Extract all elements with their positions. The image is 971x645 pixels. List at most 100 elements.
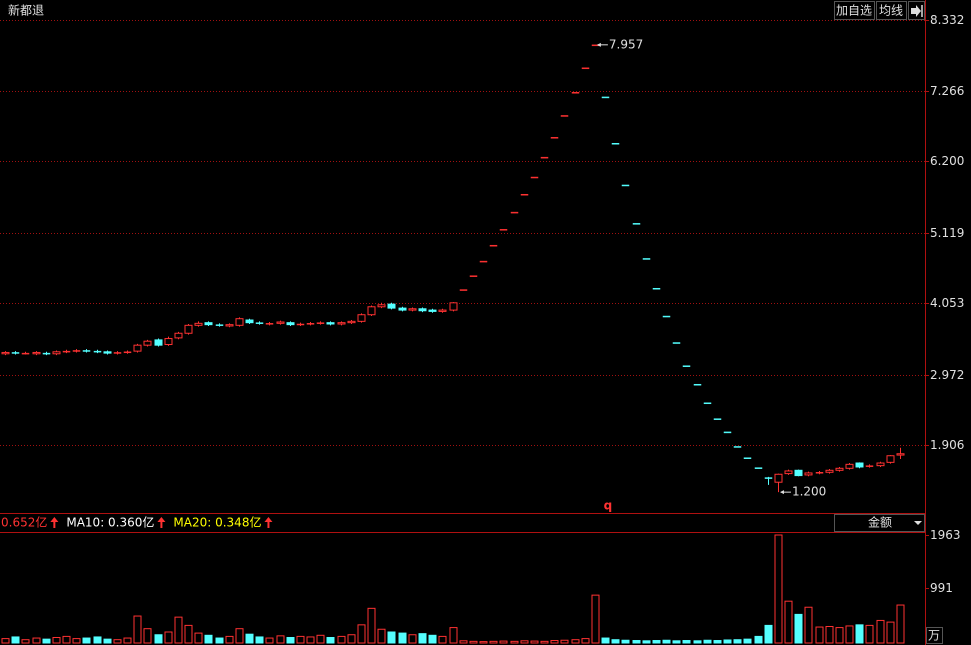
candle-body [804,472,813,476]
volume-bar [886,621,895,644]
volume-bar [42,638,51,644]
volume-bar [764,624,773,644]
volume-bar [184,624,193,644]
volume-bar [621,639,630,644]
candle-body [672,342,681,344]
volume-bar [194,632,203,644]
volume-bar [133,615,142,644]
volume-bar [703,639,712,644]
volume-bar [103,638,112,644]
volume-bar [591,594,600,644]
candle-body [255,322,264,324]
add-watchlist-button[interactable]: 加自选 [836,4,872,18]
candle-body [743,457,752,459]
volume-bar [459,640,468,644]
candle-body [32,351,41,355]
volume-bar [113,639,122,644]
candle-body [774,473,783,483]
candle-body [733,446,742,448]
volume-bar [204,634,213,644]
volume-unit: 万 [928,629,940,643]
volume-bar [449,627,458,644]
volume-bar [662,639,671,644]
candle-body [815,472,824,474]
candle-body [418,308,427,312]
volume-bar [784,600,793,644]
candle-body [225,324,234,327]
volume-bar [611,639,620,644]
volume-bar [774,534,783,644]
volume-bar [652,640,661,644]
volume-bar [428,634,437,644]
candle-body [713,418,722,420]
y-tick-label: 5.119 [930,226,964,240]
candle-body [601,96,610,99]
volume-bar [398,632,407,644]
candle-body [540,156,549,159]
volume-bar [835,627,844,644]
volume-bar [794,613,803,644]
candle-body [326,322,335,325]
candle-body [245,319,254,324]
legend-arrow [157,517,166,528]
y-tick-label: 2.972 [930,368,964,382]
candle-body [784,470,793,475]
candle-body [316,322,325,324]
volume-bar [265,637,274,644]
candle-body [560,115,569,117]
candle-body [764,477,773,479]
candle-body [113,352,122,354]
y2-tick-label: 991 [930,581,953,595]
candle-body [11,352,20,354]
arrow-icon [911,5,921,17]
button-frame [834,1,875,20]
volume-bar [825,625,834,644]
button-frame [876,1,907,20]
candle-body [62,350,71,353]
volume-bar [164,631,173,644]
mark-text: q [604,499,613,513]
candle-body [367,306,376,316]
annotation-label: 7.957 [609,37,643,51]
legend-label: MA10: 0.360亿 [66,515,154,530]
candle-body [337,322,346,325]
candle-body [306,323,315,325]
volume-bar [804,606,813,644]
candle-body [652,287,661,290]
volume-bar [520,640,529,644]
volume-bar [286,636,295,644]
candle-body [530,176,539,179]
volume-bar [632,640,641,644]
volume-bar [296,635,305,644]
candle-body [693,383,702,386]
volume-bar [143,628,152,644]
volume-bar [865,624,874,644]
volume-bar [408,634,417,644]
candle-body [571,92,580,94]
volume-bar [62,635,71,644]
candle-body [723,431,732,434]
candle-body [896,453,905,456]
y-tick-label: 8.332 [930,13,964,27]
volume-bar [245,633,254,644]
volume-bar [499,640,508,644]
collapse-button[interactable] [908,1,925,20]
candle-body [174,332,183,339]
candle-body [489,244,498,247]
volume-bar [255,636,264,644]
candle-body [21,352,30,355]
candle-body [194,322,203,326]
candle-body [621,184,630,187]
candle-body [754,467,763,469]
volume-selector[interactable]: 金额 [868,515,892,530]
candle-body [184,324,193,334]
legend-arrow [50,517,59,528]
candle-body [1,351,10,355]
candle-body [398,307,407,311]
ma-button[interactable]: 均线 [879,4,903,18]
candle-body [133,344,142,352]
volume-bar [713,640,722,644]
candle-body [794,469,803,477]
volume-bar [21,639,30,644]
volume-bar [357,624,366,644]
